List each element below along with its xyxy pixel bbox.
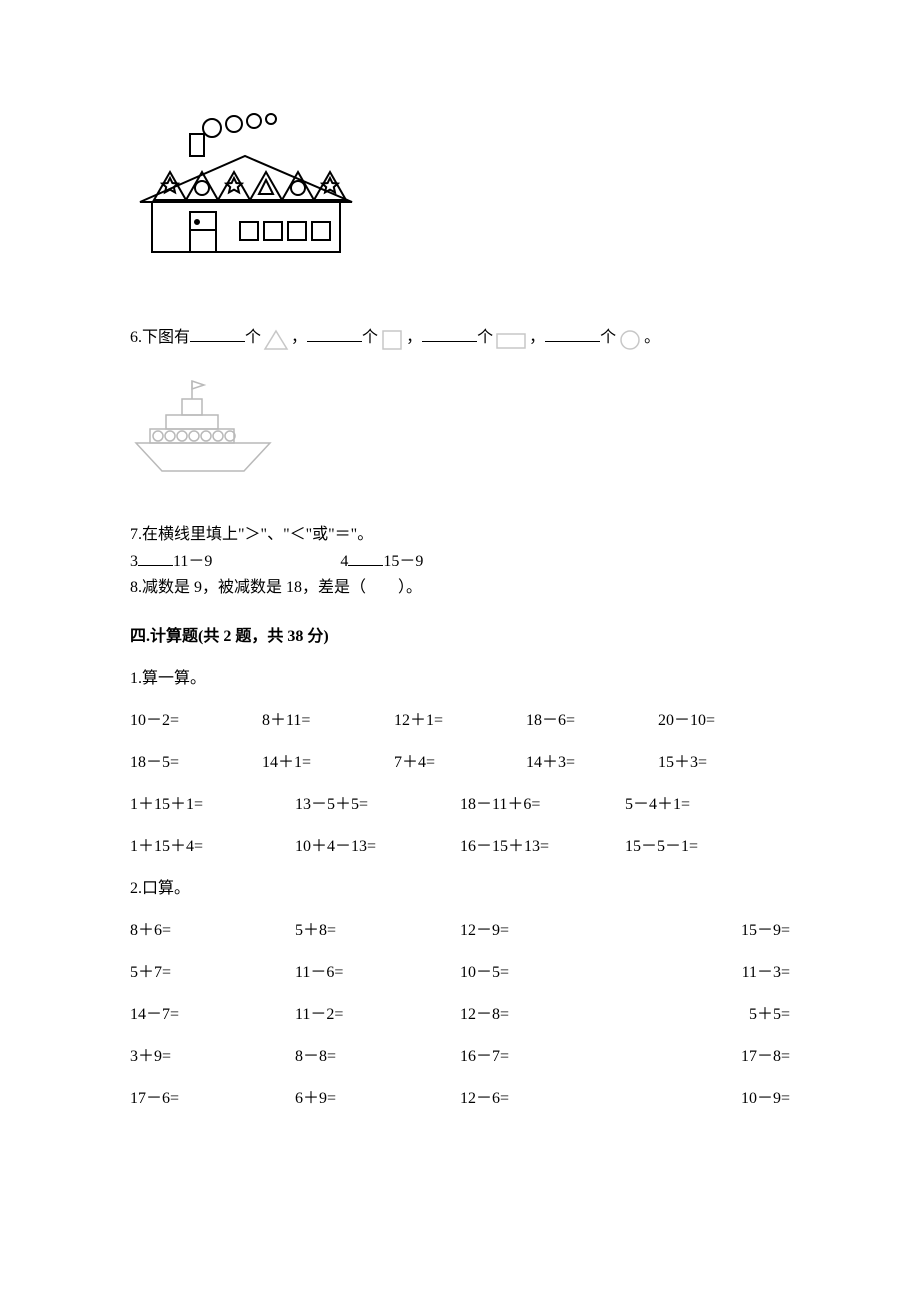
q6-sep: ， <box>406 326 422 350</box>
calc-cell: 17－8= <box>625 1045 790 1069</box>
calc-cell: 8＋11= <box>262 709 394 733</box>
question-7-line2: 3 11－9 4 15－9 <box>130 549 790 574</box>
table-row: 1＋15＋1= 13－5＋5= 18－11＋6= 5－4＋1= <box>130 793 790 817</box>
calc-cell: 15－9= <box>625 919 790 943</box>
calc-cell: 5＋5= <box>625 1003 790 1027</box>
worksheet-page: 6.下图有 个 ， 个 ， 个 ， 个 。 <box>0 0 920 1189</box>
calc-cell: 14－7= <box>130 1003 295 1027</box>
blank <box>348 549 383 566</box>
q7-a: 3 <box>130 553 138 570</box>
table-row: 14－7= 11－2= 12－8= 5＋5= <box>130 1003 790 1027</box>
q6-end: 。 <box>644 326 660 350</box>
calc-cell: 10＋4－13= <box>295 835 460 859</box>
calc-cell: 18－5= <box>130 751 262 775</box>
calc-cell: 11－6= <box>295 961 460 985</box>
calc-cell: 18－11＋6= <box>460 793 625 817</box>
table-row: 8＋6= 5＋8= 12－9= 15－9= <box>130 919 790 943</box>
calc-cell: 10－9= <box>625 1087 790 1111</box>
question-6: 6.下图有 个 ， 个 ， 个 ， 个 。 <box>130 318 790 350</box>
q6-prefix: 6.下图有 <box>130 326 190 350</box>
calc-cell: 12－9= <box>460 919 625 943</box>
triangle-icon <box>263 328 289 360</box>
calc-cell: 20－10= <box>658 709 790 733</box>
rectangle-icon <box>495 330 527 360</box>
calc-cell: 8－8= <box>295 1045 460 1069</box>
house-drawing <box>130 110 790 278</box>
table-row: 10－2= 8＋11= 12＋1= 18－6= 20－10= <box>130 709 790 733</box>
calc-cell: 1＋15＋1= <box>130 793 295 817</box>
calc-cell: 17－6= <box>130 1087 295 1111</box>
calc-cell: 3＋9= <box>130 1045 295 1069</box>
q6-unit: 个 <box>362 326 378 350</box>
calc-cell: 12－8= <box>460 1003 625 1027</box>
circle-icon <box>618 328 642 360</box>
calc-cell: 10－5= <box>460 961 625 985</box>
calc-cell: 13－5＋5= <box>295 793 460 817</box>
table-row: 17－6= 6＋9= 12－6= 10－9= <box>130 1087 790 1111</box>
calc-cell: 10－2= <box>130 709 262 733</box>
table-row: 1＋15＋4= 10＋4－13= 16－15＋13= 15－5－1= <box>130 835 790 859</box>
q7-d: 15－9 <box>383 553 423 570</box>
boat-drawing <box>130 375 790 493</box>
calc-cell: 14＋1= <box>262 751 394 775</box>
calc-cell: 11－3= <box>625 961 790 985</box>
calc-cell: 16－15＋13= <box>460 835 625 859</box>
calc-cell: 15－5－1= <box>625 835 790 859</box>
calc-cell: 16－7= <box>460 1045 625 1069</box>
calc-cell: 8＋6= <box>130 919 295 943</box>
calc-cell: 11－2= <box>295 1003 460 1027</box>
calc-cell: 18－6= <box>526 709 658 733</box>
calc-cell: 5＋7= <box>130 961 295 985</box>
calc-cell: 5－4＋1= <box>625 793 790 817</box>
section-4-title: 四.计算题(共 2 题，共 38 分) <box>130 625 790 649</box>
blank <box>545 325 600 342</box>
table-row: 3＋9= 8－8= 16－7= 17－8= <box>130 1045 790 1069</box>
calc1-label: 1.算一算。 <box>130 667 790 691</box>
calc-cell: 14＋3= <box>526 751 658 775</box>
calc-cell: 1＋15＋4= <box>130 835 295 859</box>
question-8: 8.减数是 9，被减数是 18，差是（ ）。 <box>130 576 790 600</box>
q6-sep: ， <box>529 326 545 350</box>
calc-cell: 7＋4= <box>394 751 526 775</box>
calc2-label: 2.口算。 <box>130 877 790 901</box>
blank <box>307 325 362 342</box>
blank <box>138 549 173 566</box>
q6-sep: ， <box>291 326 307 350</box>
table-row: 18－5= 14＋1= 7＋4= 14＋3= 15＋3= <box>130 751 790 775</box>
q7-c: 4 <box>340 553 348 570</box>
calc2-table: 8＋6= 5＋8= 12－9= 15－9= 5＋7= 11－6= 10－5= 1… <box>130 919 790 1111</box>
table-row: 5＋7= 11－6= 10－5= 11－3= <box>130 961 790 985</box>
calc1-table: 10－2= 8＋11= 12＋1= 18－6= 20－10= 18－5= 14＋… <box>130 709 790 859</box>
blank <box>190 325 245 342</box>
blank <box>422 325 477 342</box>
calc-cell: 5＋8= <box>295 919 460 943</box>
calc-cell: 15＋3= <box>658 751 790 775</box>
square-icon <box>380 328 404 360</box>
calc-cell: 12－6= <box>460 1087 625 1111</box>
calc-cell: 6＋9= <box>295 1087 460 1111</box>
q6-unit: 个 <box>245 326 261 350</box>
question-7-line1: 7.在横线里填上"＞"、"＜"或"＝"。 <box>130 523 790 547</box>
q6-unit: 个 <box>600 326 616 350</box>
q6-unit: 个 <box>477 326 493 350</box>
q7-b: 11－9 <box>173 553 212 570</box>
calc-cell: 12＋1= <box>394 709 526 733</box>
